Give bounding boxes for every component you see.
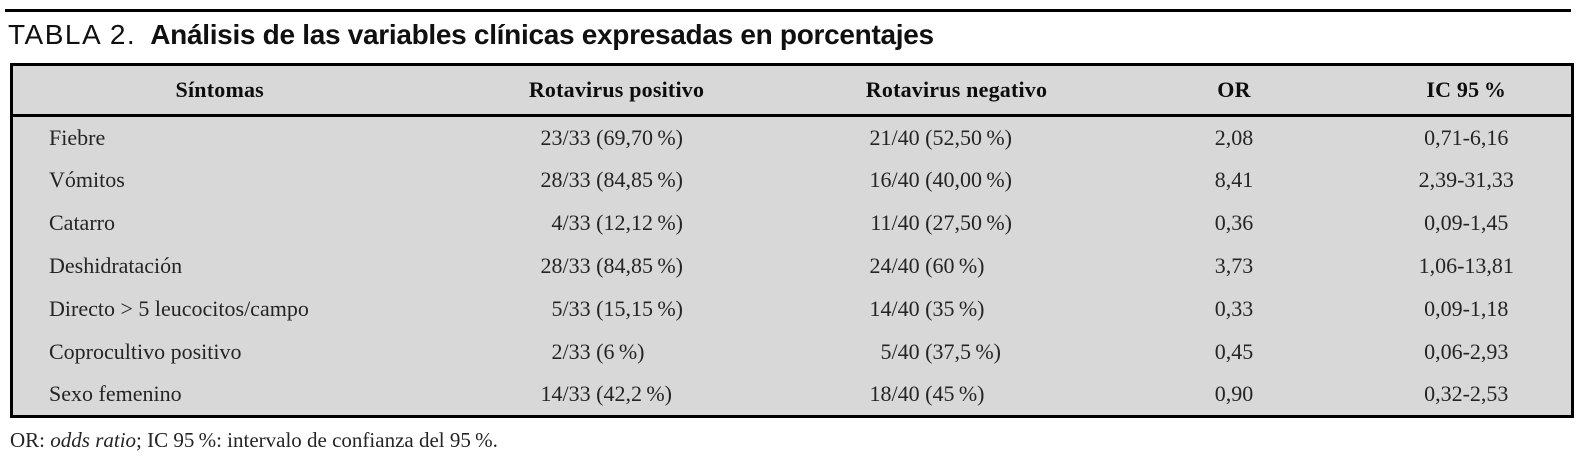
cell-rotavirus-negativo: 16/40 (40,00 %): [807, 159, 1107, 202]
table-row-directo-leucocitos: Directo > 5 leucocitos/campo 5/33 (15,15…: [12, 288, 1573, 331]
cell-rotavirus-positivo: 4/33 (12,12 %): [427, 202, 807, 245]
table-header-row: Síntomas Rotavirus positivo Rotavirus ne…: [11, 64, 1573, 117]
cell-rotavirus-negativo: 5/40 (37,5 %): [807, 331, 1107, 374]
cell-ic95: 0,09-1,18: [1424, 296, 1509, 321]
cell-or: 3,73: [1214, 253, 1254, 278]
fraction-rest: /40 (27,50 %): [891, 210, 1013, 235]
fraction-numerator: 5: [551, 296, 563, 321]
fraction-numerator: 28: [540, 167, 563, 192]
column-header-or: OR: [1106, 64, 1362, 117]
fraction-numerator: 28: [540, 253, 563, 278]
fraction-numerator: 16: [869, 167, 892, 192]
fraction-rest: /33 (15,15 %): [562, 296, 684, 321]
cell-symptom: Fiebre: [49, 124, 106, 150]
table-footnote: OR: odds ratio; IC 95 %: intervalo de co…: [10, 428, 498, 453]
fraction-rest: /33 (84,85 %): [562, 167, 684, 192]
cell-symptom: Sexo femenino: [49, 381, 182, 407]
fraction-rest: /33 (6 %): [562, 339, 645, 364]
cell-rotavirus-negativo: 24/40 (60 %): [807, 245, 1107, 288]
fraction-rest: /40 (60 %): [891, 253, 985, 278]
cell-or: 0,45: [1214, 339, 1254, 364]
cell-rotavirus-negativo: 21/40 (52,50 %): [807, 116, 1107, 159]
cell-ic95: 2,39-31,33: [1418, 167, 1514, 192]
table-row-fiebre: Fiebre 23/33 (69,70 %) 21/40 (52,50 %) 2…: [12, 116, 1573, 159]
clinical-variables-table: Síntomas Rotavirus positivo Rotavirus ne…: [10, 63, 1574, 418]
cell-ic95: 0,71-6,16: [1424, 124, 1509, 150]
fraction-rest: /33 (42,2 %): [562, 381, 673, 407]
cell-ic95: 1,06-13,81: [1418, 253, 1514, 278]
table-row-coprocultivo: Coprocultivo positivo 2/33 (6 %) 5/40 (3…: [12, 331, 1573, 374]
fraction-numerator: 5: [880, 339, 892, 364]
table-title: TABLA 2. Análisis de las variables clínic…: [8, 19, 934, 51]
column-header-sintomas: Síntomas: [11, 64, 427, 117]
fraction-rest: /33 (12,12 %): [562, 210, 684, 235]
fraction-numerator: 11: [870, 210, 892, 235]
cell-rotavirus-positivo: 28/33 (84,85 %): [427, 159, 807, 202]
cell-rotavirus-positivo: 5/33 (15,15 %): [427, 288, 807, 331]
fraction-rest: /40 (35 %): [891, 296, 985, 321]
fraction-rest: /40 (37,5 %): [891, 339, 1002, 364]
cell-rotavirus-positivo: 14/33 (42,2 %): [427, 374, 807, 417]
cell-symptom: Catarro: [49, 210, 115, 235]
cell-rotavirus-positivo: 23/33 (69,70 %): [427, 116, 807, 159]
footnote-odds-ratio: odds ratio: [50, 428, 137, 452]
title-rule: [5, 9, 1571, 12]
fraction-numerator: 21: [869, 124, 892, 150]
table-row-sexo-femenino: Sexo femenino 14/33 (42,2 %) 18/40 (45 %…: [12, 374, 1573, 417]
fraction-rest: /33 (69,70 %): [562, 124, 684, 150]
cell-symptom: Deshidratación: [49, 253, 183, 278]
cell-rotavirus-negativo: 11/40 (27,50 %): [807, 202, 1107, 245]
table-row-catarro: Catarro 4/33 (12,12 %) 11/40 (27,50 %) 0…: [12, 202, 1573, 245]
fraction-numerator: 2: [551, 339, 563, 364]
table-row-vomitos: Vómitos 28/33 (84,85 %) 16/40 (40,00 %) …: [12, 159, 1573, 202]
cell-symptom: Directo > 5 leucocitos/campo: [49, 296, 309, 321]
cell-or: 0,36: [1214, 210, 1254, 235]
footnote-suffix: ; IC 95 %: intervalo de confianza del 95…: [136, 428, 498, 452]
cell-symptom: Coprocultivo positivo: [49, 339, 242, 364]
cell-rotavirus-positivo: 2/33 (6 %): [427, 331, 807, 374]
fraction-rest: /40 (40,00 %): [891, 167, 1013, 192]
cell-rotavirus-negativo: 18/40 (45 %): [807, 374, 1107, 417]
fraction-rest: /40 (52,50 %): [891, 124, 1013, 150]
fraction-numerator: 18: [869, 381, 892, 407]
cell-or: 8,41: [1214, 167, 1254, 192]
table-title-text: Análisis de las variables clínicas expre…: [150, 19, 934, 50]
fraction-rest: /33 (84,85 %): [562, 253, 684, 278]
fraction-numerator: 23: [540, 124, 563, 150]
cell-symptom: Vómitos: [49, 167, 125, 192]
cell-ic95: 0,32-2,53: [1424, 381, 1509, 407]
cell-or: 0,33: [1214, 296, 1254, 321]
cell-ic95: 0,09-1,45: [1424, 210, 1509, 235]
cell-rotavirus-negativo: 14/40 (35 %): [807, 288, 1107, 331]
cell-ic95: 0,06-2,93: [1424, 339, 1509, 364]
cell-or: 0,90: [1214, 381, 1254, 407]
fraction-numerator: 14: [869, 296, 892, 321]
table-row-deshidratacion: Deshidratación 28/33 (84,85 %) 24/40 (60…: [12, 245, 1573, 288]
column-header-ic95: IC 95 %: [1361, 64, 1573, 117]
table-number-label: TABLA 2.: [8, 19, 137, 50]
fraction-numerator: 14: [540, 381, 563, 407]
column-header-rotavirus-negativo: Rotavirus negativo: [806, 64, 1107, 117]
footnote-prefix: OR:: [10, 428, 51, 452]
fraction-rest: /40 (45 %): [891, 381, 985, 407]
fraction-numerator: 24: [869, 253, 892, 278]
fraction-numerator: 4: [551, 210, 563, 235]
column-header-rotavirus-positivo: Rotavirus positivo: [426, 64, 807, 117]
cell-or: 2,08: [1214, 124, 1254, 150]
cell-rotavirus-positivo: 28/33 (84,85 %): [427, 245, 807, 288]
